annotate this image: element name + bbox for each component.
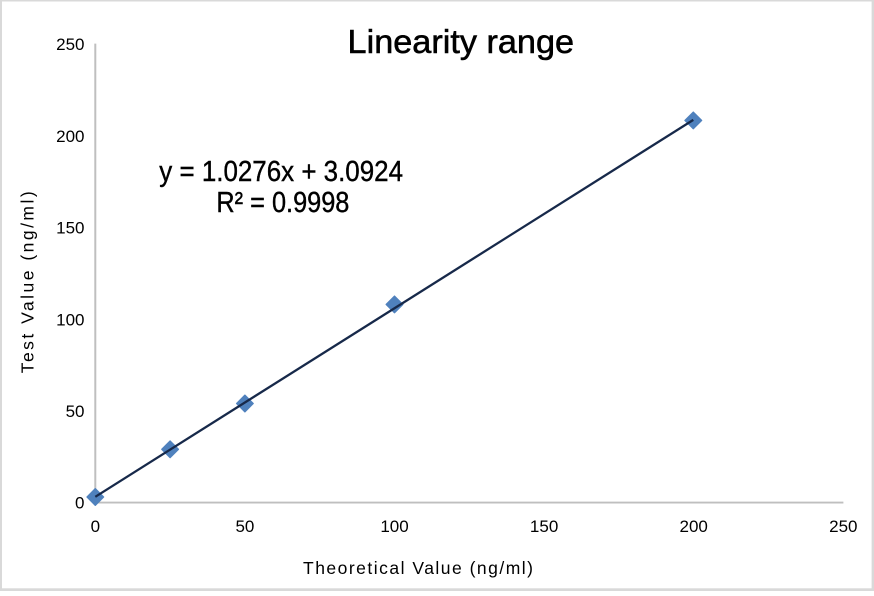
svg-text:150: 150 [56,219,84,238]
svg-text:Linearity range: Linearity range [348,24,575,61]
svg-text:200: 200 [680,517,708,536]
svg-text:250: 250 [829,517,857,536]
svg-text:0: 0 [75,494,84,513]
svg-text:R² = 0.9998: R² = 0.9998 [216,187,349,219]
svg-text:250: 250 [56,35,84,54]
svg-text:100: 100 [380,517,408,536]
svg-text:50: 50 [66,402,85,421]
svg-text:0: 0 [91,517,100,536]
svg-text:200: 200 [56,127,84,146]
svg-text:150: 150 [530,517,558,536]
svg-text:y = 1.0276x + 3.0924: y = 1.0276x + 3.0924 [159,156,403,188]
svg-text:50: 50 [235,517,254,536]
svg-text:Theoretical Value (ng/ml): Theoretical Value (ng/ml) [303,558,533,578]
svg-text:100: 100 [56,310,84,329]
